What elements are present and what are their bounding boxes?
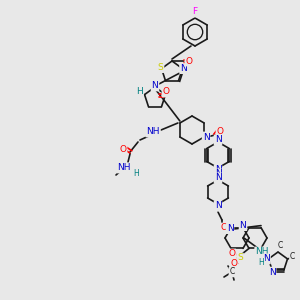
Text: O: O	[119, 146, 127, 154]
Text: H: H	[259, 258, 264, 267]
Text: NH: NH	[117, 164, 131, 172]
Text: H: H	[136, 87, 143, 96]
Text: N: N	[180, 64, 187, 73]
Text: N: N	[269, 268, 275, 277]
Text: O: O	[163, 88, 170, 97]
Text: NH: NH	[255, 248, 269, 256]
Text: N: N	[214, 169, 221, 178]
Text: NH: NH	[146, 128, 160, 136]
Text: H: H	[133, 169, 139, 178]
Text: O: O	[220, 224, 227, 232]
Text: O: O	[229, 250, 236, 259]
Text: N: N	[263, 254, 270, 263]
Text: C: C	[278, 242, 283, 250]
Text: N: N	[203, 133, 209, 142]
Text: N: N	[240, 221, 246, 230]
Text: O: O	[185, 56, 193, 65]
Text: C: C	[230, 268, 235, 277]
Text: N: N	[152, 82, 158, 91]
Text: C: C	[290, 252, 295, 261]
Text: O: O	[217, 127, 224, 136]
Text: F: F	[192, 8, 198, 16]
Text: N: N	[214, 202, 221, 211]
Text: S: S	[158, 63, 164, 72]
Text: N: N	[214, 173, 221, 182]
Text: O: O	[230, 260, 238, 268]
Text: N: N	[226, 224, 233, 233]
Text: N: N	[214, 166, 221, 175]
Text: S: S	[237, 254, 243, 262]
Text: N: N	[214, 136, 221, 145]
